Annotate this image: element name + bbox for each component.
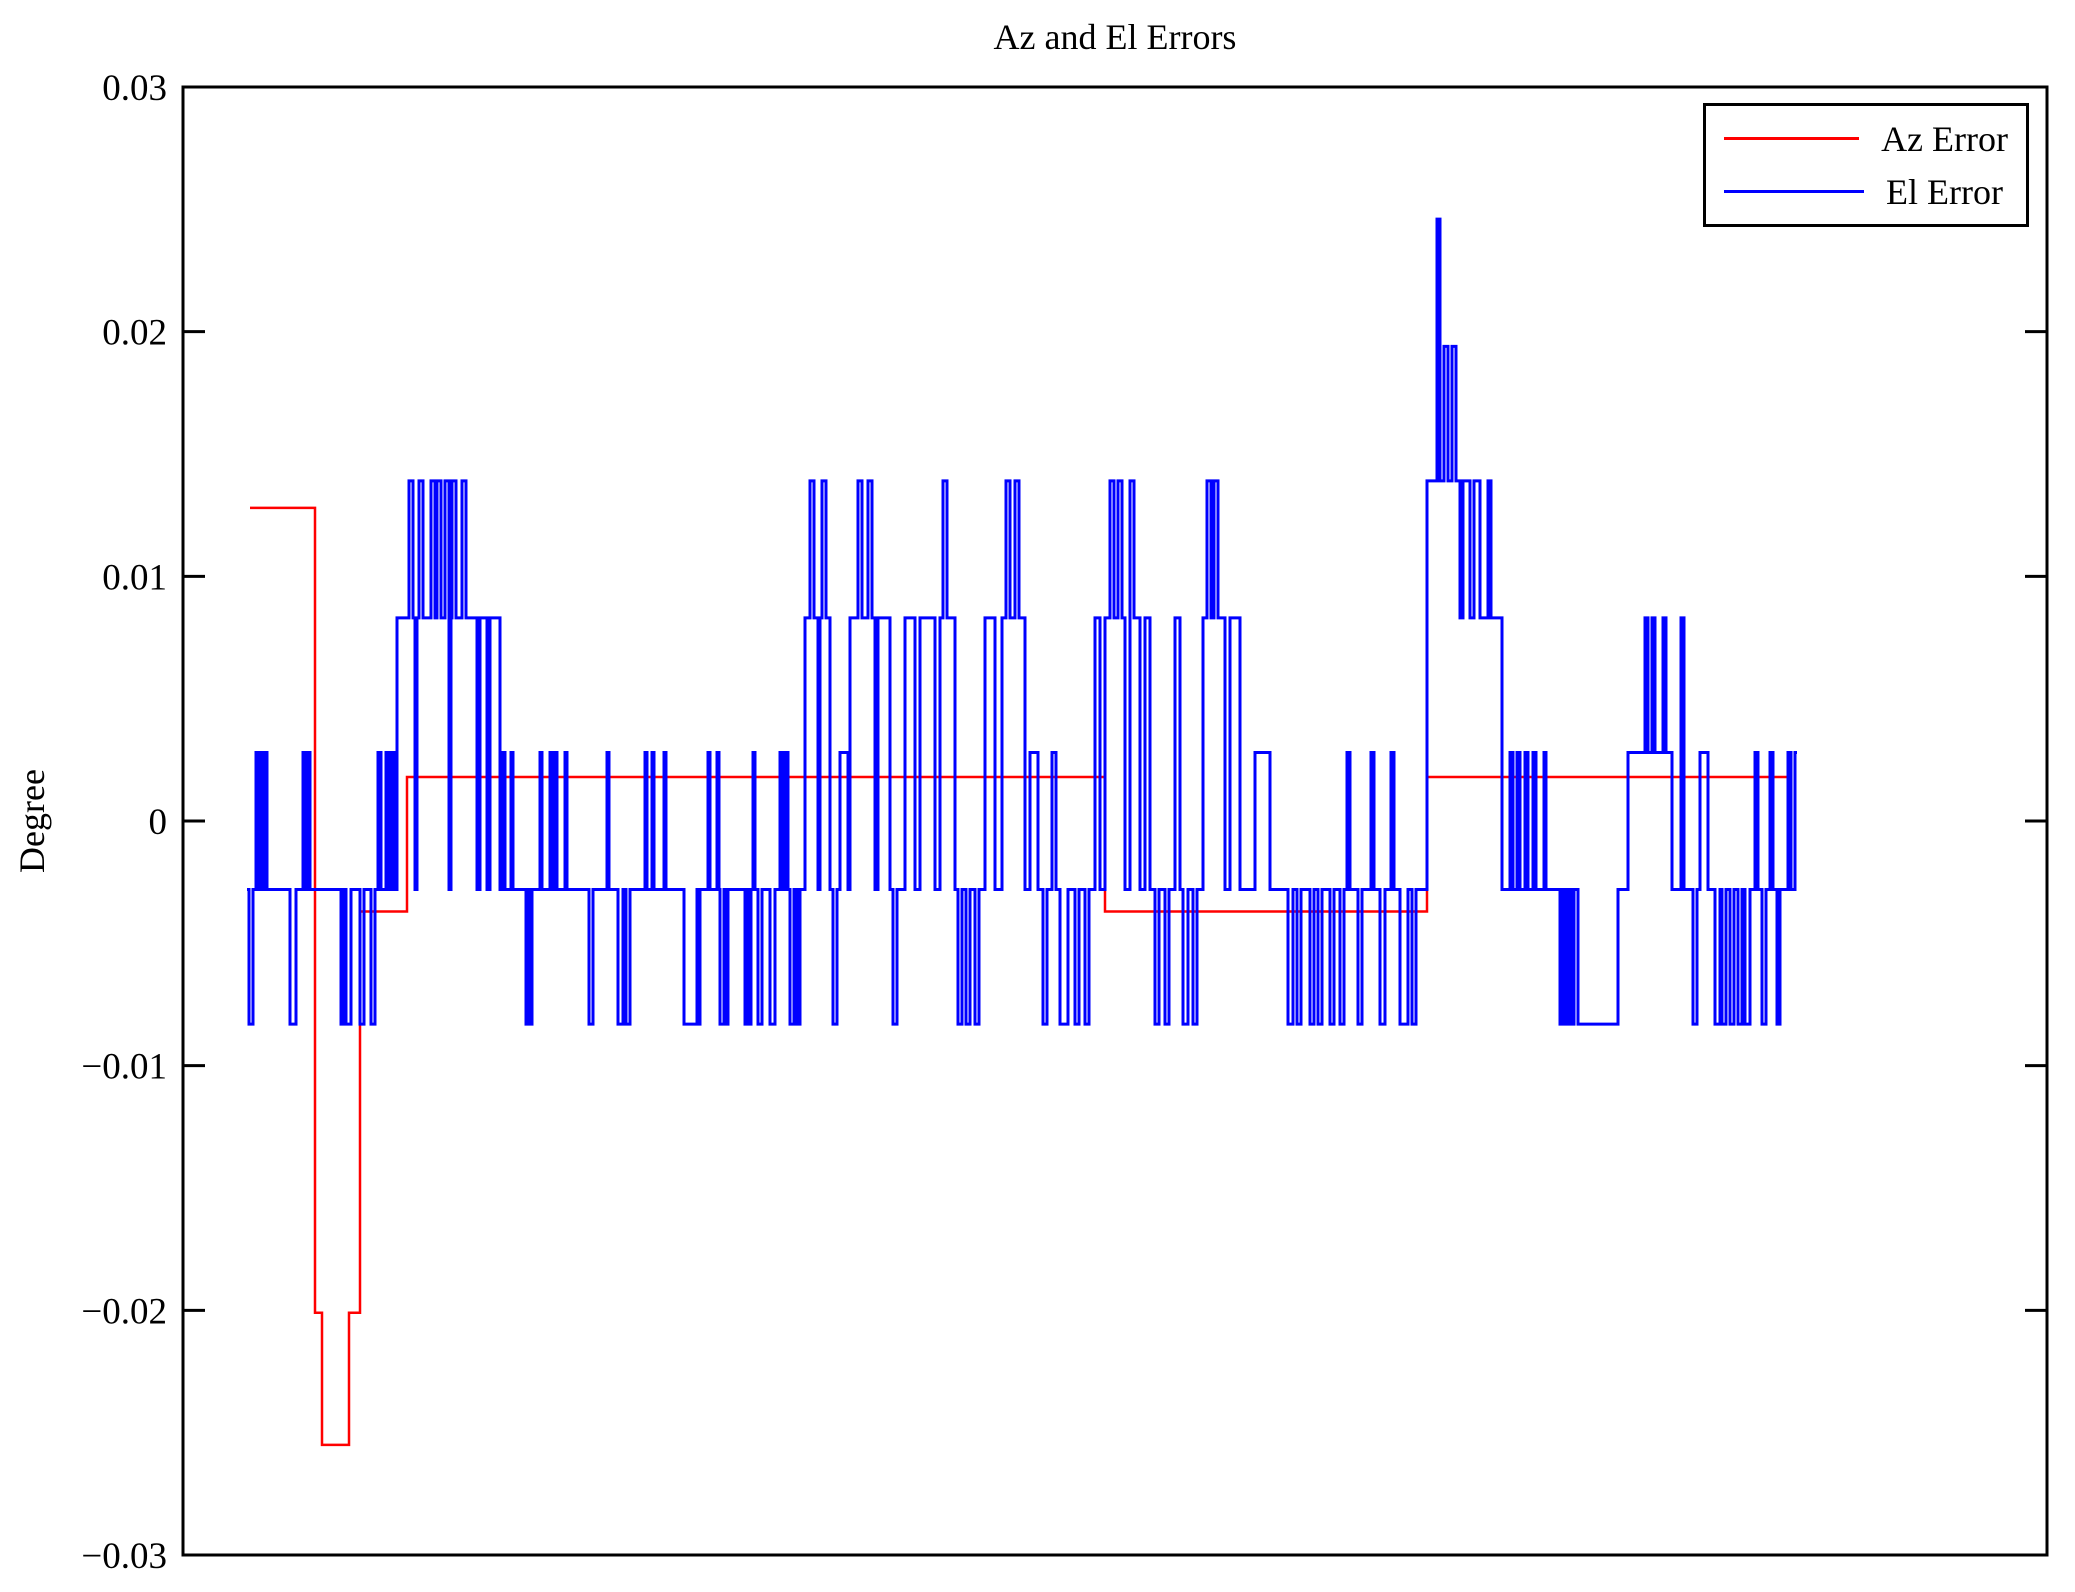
y-tick-label: 0.03: [102, 68, 167, 109]
y-tick-label: 0.02: [102, 313, 167, 354]
series-line-el-error: [247, 217, 1797, 1026]
legend-line-sample: [1724, 137, 1860, 140]
y-tick-label: −0.01: [81, 1047, 167, 1088]
legend-label: El Error: [1886, 171, 2003, 212]
y-tick-label: −0.03: [81, 1536, 167, 1577]
plot-border: [181, 85, 2049, 1557]
axes: [181, 85, 2049, 1557]
y-tick-label: 0.01: [102, 557, 167, 598]
chart-title: Az and El Errors: [993, 17, 1237, 57]
legend: Az Error El Error: [1703, 103, 2029, 227]
legend-item-el-error: El Error: [1724, 171, 2008, 213]
legend-label: Az Error: [1881, 118, 2008, 159]
legend-item-az-error: Az Error: [1724, 118, 2008, 160]
legend-line-sample: [1724, 190, 1864, 193]
y-tick-label: −0.02: [81, 1291, 167, 1332]
y-tick-label: 0: [149, 802, 168, 843]
series-line-az-error: [250, 506, 1790, 1447]
data-series: [247, 217, 1797, 1447]
y-ticks: 0.03 0.02 0.01 0 −0.01 −0.02 −0.03: [81, 68, 2047, 1577]
